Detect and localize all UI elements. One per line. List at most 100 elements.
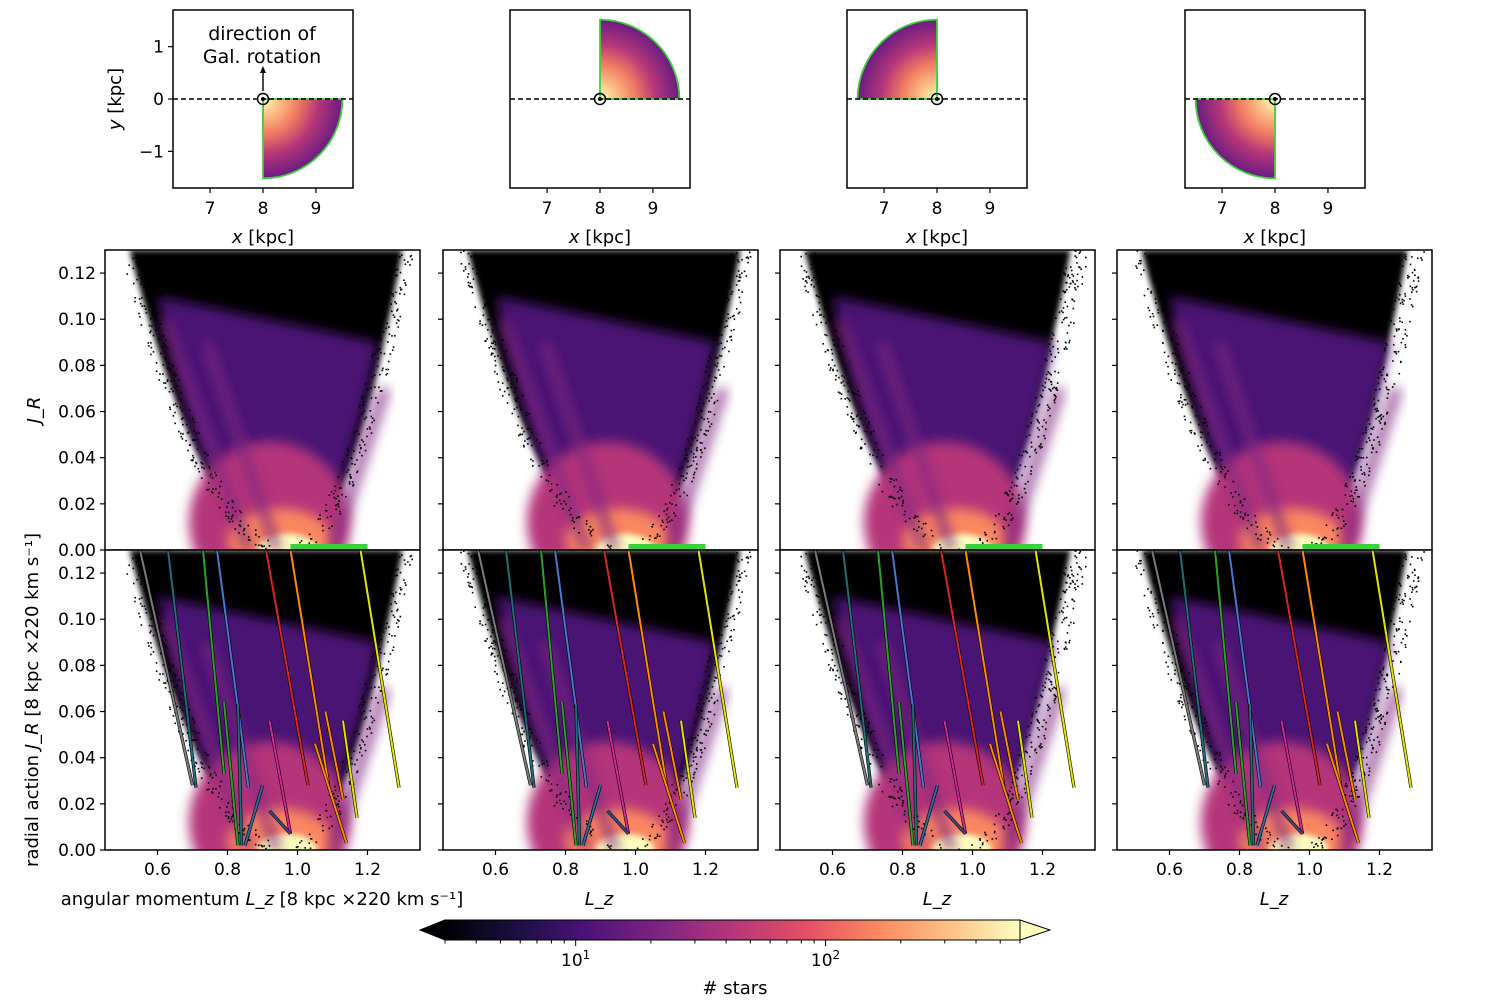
speckle: [211, 492, 214, 494]
speckle: [1405, 558, 1407, 561]
speckle: [356, 470, 359, 473]
speckle: [472, 267, 474, 270]
speckle: [571, 519, 574, 522]
speckle: [482, 607, 485, 609]
speckle: [1055, 695, 1057, 698]
speckle: [152, 651, 155, 653]
speckle: [1411, 286, 1414, 289]
speckle: [469, 585, 471, 588]
speckle: [800, 255, 803, 258]
speckle: [1069, 266, 1072, 268]
speckle: [904, 520, 907, 523]
speckle: [831, 352, 834, 355]
speckle: [1223, 476, 1226, 479]
speckle: [513, 691, 515, 694]
speckle: [1135, 565, 1137, 567]
survey-wedge: [1194, 98, 1276, 180]
speckle: [143, 262, 145, 265]
speckle: [710, 696, 713, 699]
ridge-line-green: [202, 550, 225, 774]
speckle: [663, 528, 665, 531]
speckle: [805, 580, 807, 582]
speckle: [523, 430, 525, 433]
speckle: [1395, 330, 1398, 332]
speckle: [703, 418, 705, 421]
x-tick-label: 0.8: [889, 860, 916, 880]
speckle: [371, 417, 374, 420]
speckle: [1167, 673, 1170, 675]
speckle: [388, 571, 391, 573]
speckle: [178, 430, 180, 433]
speckle: [705, 429, 707, 432]
ridge-line-yellow-short: [680, 720, 696, 818]
speckle: [1247, 514, 1249, 516]
speckle: [1358, 447, 1361, 450]
speckle: [805, 552, 808, 555]
speckle: [162, 673, 164, 675]
speckle: [713, 680, 716, 682]
speckle: [1041, 425, 1044, 428]
map-x-tick-label: 8: [258, 199, 269, 219]
speckle: [891, 805, 894, 808]
speckle: [1287, 846, 1290, 849]
speckle: [383, 300, 386, 303]
speckle: [1219, 454, 1221, 456]
speckle: [663, 510, 666, 513]
speckle: [1387, 392, 1389, 395]
y-tick-label: 0.04: [58, 749, 96, 769]
speckle: [545, 459, 548, 462]
speckle: [893, 479, 895, 482]
speckle: [1157, 284, 1160, 286]
speckle: [1167, 365, 1169, 368]
speckle: [362, 403, 364, 406]
speckle: [736, 252, 738, 254]
density-ridge: [1213, 340, 1294, 550]
speckle: [827, 363, 830, 366]
speckle: [1381, 374, 1383, 376]
map-x-tick-label: 8: [932, 199, 943, 219]
speckle: [662, 821, 664, 823]
speckle: [1239, 501, 1242, 504]
speckle: [404, 582, 406, 584]
speckle: [895, 503, 898, 506]
speckle: [490, 354, 493, 356]
speckle: [738, 279, 741, 282]
speckle: [1161, 310, 1164, 313]
speckle: [489, 311, 492, 314]
speckle: [1147, 606, 1149, 609]
speckle: [729, 253, 732, 256]
speckle: [175, 374, 177, 377]
speckle: [741, 558, 743, 561]
speckle: [696, 746, 698, 749]
speckle: [1376, 436, 1379, 439]
speckle: [531, 465, 534, 467]
speckle: [197, 467, 200, 470]
speckle: [148, 324, 151, 327]
speckle: [206, 488, 208, 491]
speckle: [1188, 683, 1190, 686]
speckle: [699, 698, 701, 701]
speckle: [648, 838, 651, 841]
speckle: [1143, 569, 1145, 572]
speckle: [1069, 566, 1072, 568]
speckle: [1139, 259, 1141, 262]
speckle: [914, 514, 917, 517]
speckle: [1409, 298, 1411, 300]
speckle: [502, 639, 504, 642]
speckle: [203, 767, 205, 770]
speckle: [1199, 431, 1202, 433]
speckle: [888, 495, 891, 498]
speckle: [1045, 673, 1048, 676]
speckle: [1184, 718, 1186, 721]
speckle: [211, 776, 214, 779]
speckle: [1385, 386, 1388, 389]
speckle: [825, 634, 828, 637]
speckle: [1411, 291, 1413, 294]
y-tick-label: 0.00: [58, 541, 96, 561]
speckle: [1184, 398, 1187, 401]
speckle: [1375, 689, 1377, 691]
map-x-tick-label: 9: [985, 199, 996, 219]
speckle: [894, 797, 897, 800]
speckle: [538, 464, 540, 467]
speckle: [322, 529, 324, 532]
